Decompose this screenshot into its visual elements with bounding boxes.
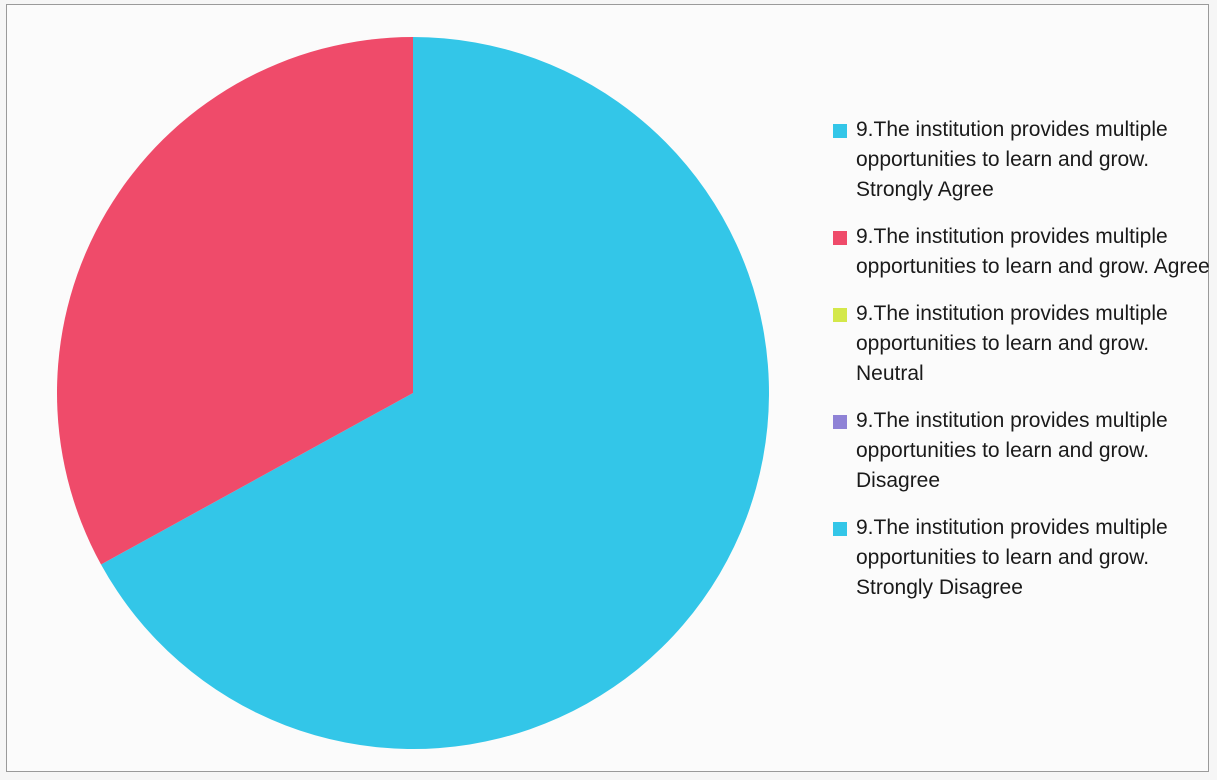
legend-swatch-neutral xyxy=(833,308,847,322)
legend-item-strongly-agree: 9.The institution provides multiple oppo… xyxy=(833,115,1213,205)
legend-label-disagree: 9.The institution provides multiple oppo… xyxy=(856,409,1168,492)
legend-item-agree: 9.The institution provides multiple oppo… xyxy=(833,222,1213,282)
legend-item-neutral: 9.The institution provides multiple oppo… xyxy=(833,299,1213,389)
pie-slice-strongly-agree xyxy=(101,37,770,750)
legend-item-disagree: 9.The institution provides multiple oppo… xyxy=(833,406,1213,496)
legend-label-agree: 9.The institution provides multiple oppo… xyxy=(856,225,1210,278)
legend-swatch-disagree xyxy=(833,415,847,429)
legend-label-strongly-disagree: 9.The institution provides multiple oppo… xyxy=(856,516,1168,599)
pie-slice-agree xyxy=(56,37,413,565)
legend-swatch-strongly-disagree xyxy=(833,522,847,536)
pie-chart xyxy=(56,37,770,750)
legend-label-strongly-agree: 9.The institution provides multiple oppo… xyxy=(856,118,1168,201)
chart-frame: 9.The institution provides multiple oppo… xyxy=(6,4,1210,772)
legend-label-neutral: 9.The institution provides multiple oppo… xyxy=(856,302,1168,385)
chart-legend: 9.The institution provides multiple oppo… xyxy=(833,115,1213,620)
legend-swatch-strongly-agree xyxy=(833,124,847,138)
legend-item-strongly-disagree: 9.The institution provides multiple oppo… xyxy=(833,513,1213,603)
legend-swatch-agree xyxy=(833,231,847,245)
